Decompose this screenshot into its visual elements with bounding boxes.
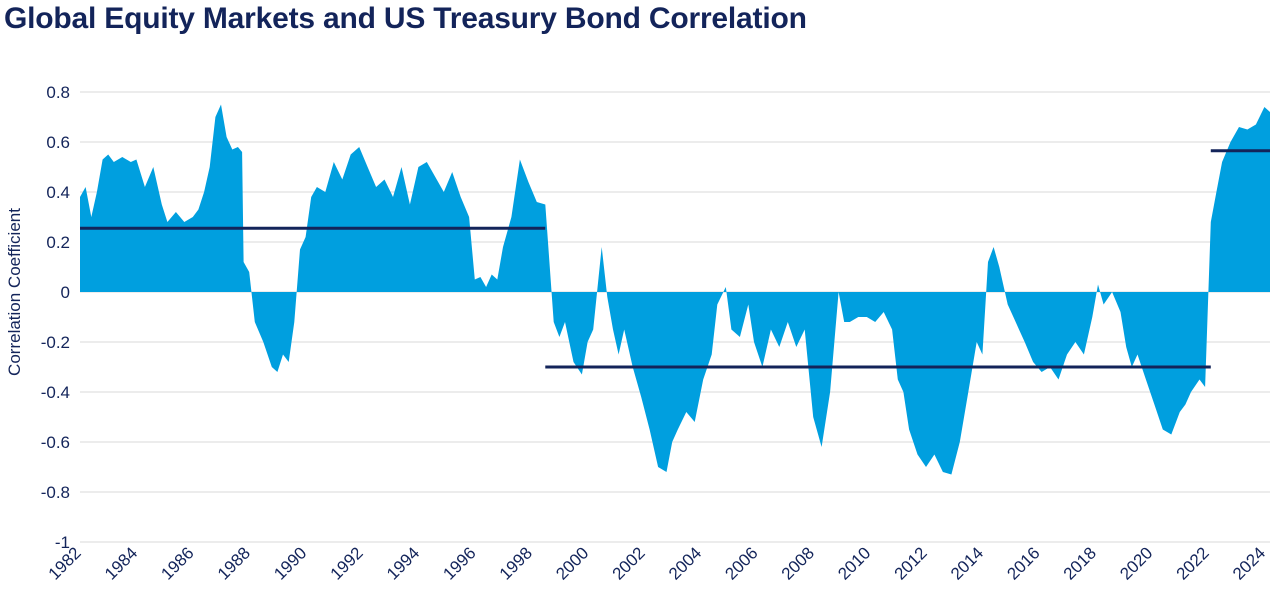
x-tick-label: 2020: [1116, 543, 1156, 583]
y-tick-label: 0.2: [46, 233, 70, 252]
x-tick-label: 1996: [439, 543, 479, 583]
x-tick-label: 1992: [327, 543, 367, 583]
area-series-0: [80, 104, 1270, 475]
x-tick-label: 2012: [891, 543, 931, 583]
reference-lines: [80, 149, 1270, 369]
x-tick-label: 1998: [496, 543, 536, 583]
x-tick-label: 2006: [721, 543, 761, 583]
y-tick-labels: 0.8 0.6 0.4 0.2 0 -0.2 -0.4 -0.6 -0.8 -1: [41, 83, 70, 552]
y-tick-label: 0.4: [46, 183, 70, 202]
x-tick-label: 1988: [214, 543, 254, 583]
y-tick-label: -1: [55, 533, 70, 552]
x-tick-label: 2014: [947, 543, 987, 583]
area-series: [80, 104, 1270, 475]
y-tick-label: -0.2: [41, 333, 70, 352]
x-tick-label: 1994: [383, 543, 423, 583]
y-tick-label: -0.8: [41, 483, 70, 502]
x-tick-label: 1990: [270, 543, 310, 583]
x-tick-label: 2008: [778, 543, 818, 583]
chart-title: Global Equity Markets and US Treasury Bo…: [4, 2, 807, 35]
y-axis-label: Correlation Coefficient: [5, 208, 24, 376]
y-tick-label: 0.6: [46, 133, 70, 152]
x-tick-label: 2002: [609, 543, 649, 583]
x-tick-label: 1984: [101, 543, 141, 583]
x-tick-label: 2004: [665, 543, 705, 583]
x-tick-label: 1986: [157, 543, 197, 583]
x-tick-label: 2018: [1060, 543, 1100, 583]
x-tick-label: 2000: [552, 543, 592, 583]
x-tick-label: 2016: [1003, 543, 1043, 583]
y-tick-label: 0: [61, 283, 70, 302]
x-tick-label: 1982: [45, 543, 85, 583]
x-tick-label: 2010: [834, 543, 874, 583]
y-tick-label: -0.4: [41, 383, 70, 402]
x-tick-label: 2024: [1229, 543, 1269, 583]
y-tick-label: -0.6: [41, 433, 70, 452]
y-tick-label: 0.8: [46, 83, 70, 102]
x-tick-labels: 1982 1984 1986 1988 1990 1992 1994 1996 1998 2000…: [45, 543, 1270, 583]
x-tick-label: 2022: [1173, 543, 1213, 583]
